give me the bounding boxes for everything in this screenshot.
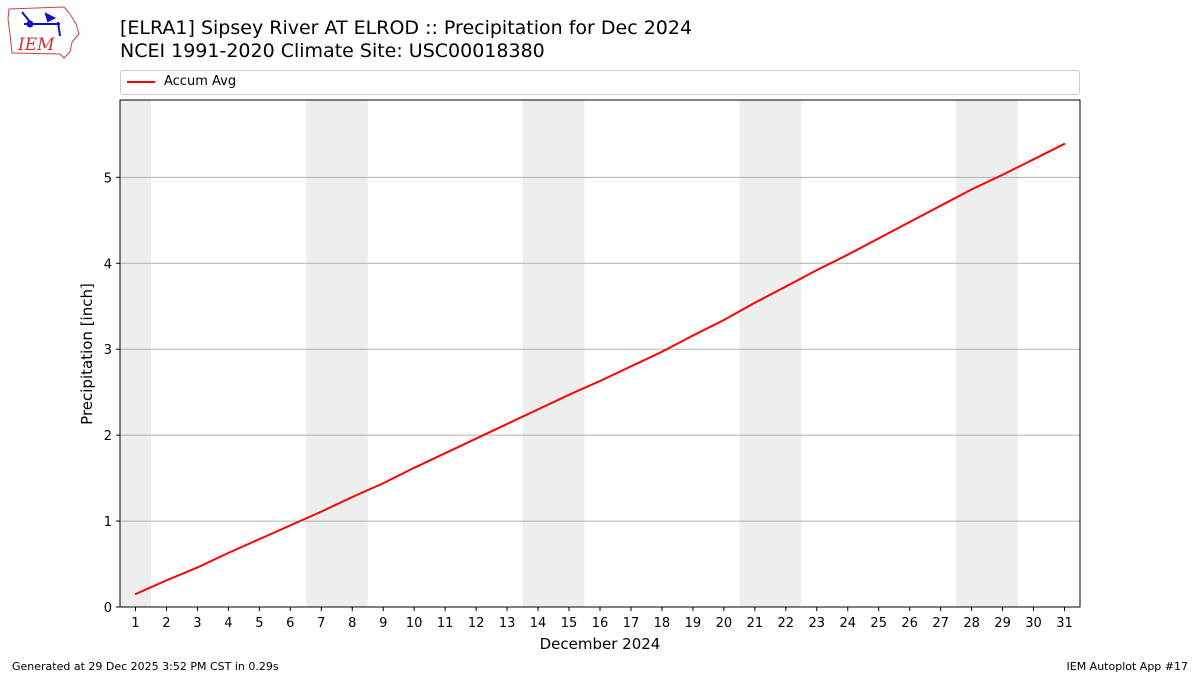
weather-instrument-icon [21,11,61,37]
data-point [196,566,199,569]
data-point [599,380,601,382]
x-tick-label: 9 [379,616,387,631]
data-point [258,538,261,540]
data-point [939,204,942,207]
y-tick-label: 2 [104,429,112,444]
x-tick-label: 14 [530,616,547,631]
x-tick-label: 13 [499,616,516,631]
weekend-band [956,100,1019,607]
x-tick-label: 20 [716,616,733,631]
y-tick-label: 4 [104,257,112,272]
x-tick-label: 28 [963,616,980,631]
x-tick-label: 8 [348,616,356,631]
data-point [877,237,880,240]
x-tick-label: 25 [870,616,887,631]
logo-text: IEM [17,35,55,55]
data-point [227,552,230,554]
data-point [1063,143,1066,145]
series-line-accum-avg [135,142,1065,596]
x-axis-label: December 2024 [540,635,661,653]
data-point [413,466,415,469]
data-point [1001,173,1004,176]
data-point [754,302,756,304]
data-point [970,188,973,191]
x-tick-label: 5 [255,616,263,631]
chart-title-line-1: [ELRA1] Sipsey River AT ELROD :: Precipi… [120,17,693,39]
x-tick-label: 22 [778,616,795,631]
data-point [289,524,292,527]
y-axis-label: Precipitation [inch] [78,283,96,425]
data-point [661,350,663,353]
x-tick-label: 21 [747,616,764,631]
y-tick-label: 5 [104,171,112,186]
legend-line-swatch [127,81,155,83]
weekend-band [522,100,585,607]
x-tick-label: 31 [1056,616,1073,631]
x-tick-label: 10 [406,616,423,631]
data-point [723,319,725,321]
x-tick-label: 19 [685,616,702,631]
x-tick-label: 18 [654,616,671,631]
data-point [630,365,632,368]
x-tick-label: 29 [994,616,1011,631]
y-tick-label: 1 [104,515,112,530]
weekend-shading [120,100,1019,607]
data-point [475,437,477,440]
data-point [165,579,168,582]
data-point [351,496,354,498]
x-tick-label: 26 [901,616,918,631]
chart-title-line-2: NCEI 1991-2020 Climate Site: USC00018380 [120,40,545,62]
chart-legend: Accum Avg [120,70,1080,95]
x-tick-label: 4 [224,616,232,631]
y-axis: 0 1 2 3 4 5 [104,171,120,616]
x-tick-label: 3 [193,616,201,631]
plot-area-frame [119,99,1081,608]
legend-label: Accum Avg [164,74,237,89]
data-point [908,221,911,223]
data-point [1032,158,1035,161]
x-tick-label: 27 [932,616,949,631]
iowa-state-outline [7,6,80,59]
data-point [444,452,446,454]
data-point [692,334,694,337]
iem-logo: IEM [7,6,80,59]
data-point [134,593,137,595]
x-tick-label: 1 [131,616,139,631]
data-point [846,253,849,256]
data-point [815,269,818,271]
data-point [568,393,570,396]
x-tick-label: 15 [561,616,578,631]
x-tick-label: 11 [437,616,454,631]
data-point [537,408,539,411]
y-tick-label: 0 [104,601,112,616]
weekend-band [739,100,802,607]
x-tick-label: 24 [839,616,856,631]
data-point [320,510,323,513]
x-axis: 1 2 3 4 5 6 7 8 9 10 11 12 13 14 15 16 17 18 19 20 21 22 23 24 2… [131,607,1073,631]
x-tick-label: 23 [809,616,826,631]
x-tick-label: 7 [317,616,325,631]
data-point [382,482,385,485]
x-tick-label: 16 [592,616,609,631]
weekend-band [305,100,368,607]
x-tick-label: 2 [162,616,170,631]
x-tick-label: 12 [468,616,485,631]
gridlines [120,176,1080,522]
y-tick-label: 3 [104,343,112,358]
generated-timestamp: Generated at 29 Dec 2025 3:52 PM CST in … [12,660,279,673]
data-point [785,285,787,288]
x-tick-label: 6 [286,616,294,631]
data-point [506,423,508,425]
app-credit: IEM Autoplot App #17 [1066,660,1189,673]
x-tick-label: 30 [1025,616,1042,631]
x-tick-label: 17 [623,616,640,631]
series-layer [134,142,1066,596]
weekend-band [120,100,151,607]
